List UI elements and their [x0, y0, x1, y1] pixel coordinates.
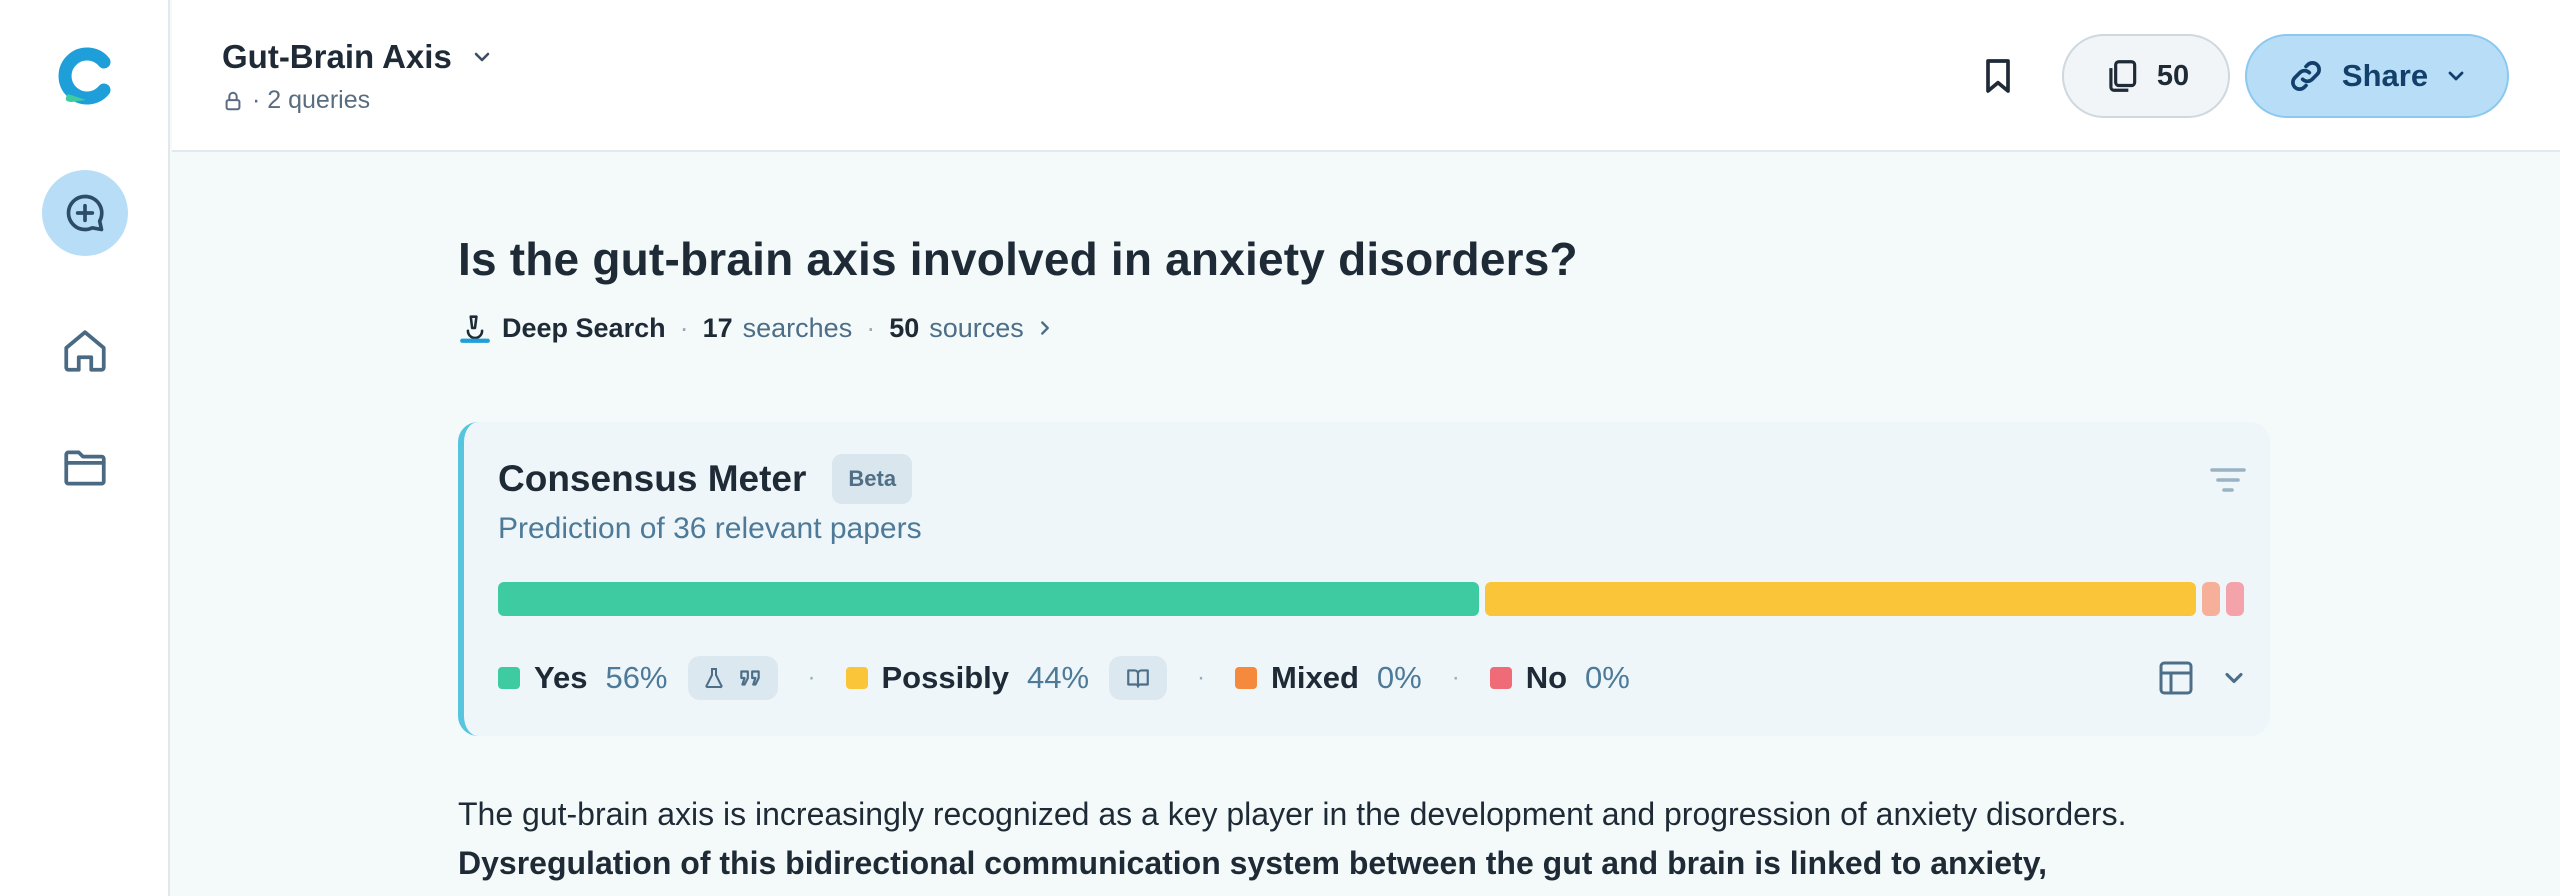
searches-count: 17 [702, 312, 733, 343]
new-thread-button[interactable] [42, 170, 128, 256]
book-open-icon [1127, 669, 1149, 688]
chevron-down-icon [2448, 71, 2464, 81]
consensus-meter-card: Consensus Meter Beta Prediction of 36 re… [458, 422, 2270, 736]
separator: · [1197, 664, 1206, 691]
legend-label: Mixed [1271, 660, 1359, 695]
legend-label: Possibly [881, 660, 1010, 695]
consensus-title-row: Consensus Meter Beta [498, 454, 913, 504]
share-label: Share [2341, 58, 2429, 93]
consensus-bar [498, 582, 2244, 616]
flask-icon [704, 668, 723, 689]
answer-intro: The gut-brain axis is increasingly recog… [458, 796, 2127, 832]
lock-icon [225, 91, 241, 110]
chevron-down-icon [474, 52, 490, 62]
beta-badge: Beta [832, 454, 913, 504]
home-button[interactable] [42, 308, 128, 394]
legend-label: Yes [534, 660, 588, 695]
possibly-swatch [845, 667, 868, 689]
home-icon [64, 330, 106, 372]
top-header: Gut-Brain Axis · 2 queries 50 Share [172, 0, 2560, 152]
project-subtitle: · 2 queries [222, 86, 370, 115]
mixed-swatch [1235, 667, 1258, 689]
microscope-icon [460, 315, 490, 343]
folders-button[interactable] [42, 424, 128, 510]
sources-count-button[interactable]: 50 [2062, 34, 2230, 118]
table-icon[interactable] [2156, 658, 2196, 698]
filter-button[interactable] [2204, 456, 2252, 504]
filter-icon [2210, 468, 2246, 492]
legend-yes[interactable]: Yes 56% [498, 660, 668, 696]
no-swatch [1489, 667, 1512, 689]
legend-possibly[interactable]: Possibly 44% [845, 660, 1090, 696]
bar-segment-mixed [2202, 582, 2220, 616]
searches-label: searches [742, 312, 853, 343]
separator: · [807, 664, 816, 691]
legend-no[interactable]: No 0% [1489, 660, 1630, 696]
yes-swatch [498, 667, 520, 689]
folder-icon [64, 450, 106, 486]
legend-percent: 44% [1027, 660, 1090, 695]
consensus-logo[interactable] [58, 46, 114, 106]
answer-bold: Dysregulation of this bidirectional comm… [458, 845, 2048, 881]
share-button[interactable]: Share [2245, 34, 2509, 118]
consensus-subtitle: Prediction of 36 relevant papers [498, 512, 922, 545]
bar-segment-possibly [1484, 582, 2196, 616]
search-mode: Deep Search [502, 312, 666, 343]
chevron-right-icon[interactable] [1034, 317, 1056, 339]
sources-count: 50 [2156, 59, 2190, 92]
bar-segment-yes [498, 582, 1479, 616]
question-title: Is the gut-brain axis involved in anxiet… [458, 233, 1578, 285]
bar-segment-no [2226, 582, 2244, 616]
quote-icon [739, 670, 760, 686]
search-meta: Deep Search · 17 searches · 50 sources [458, 310, 1056, 346]
yes-evidence-chip[interactable] [687, 656, 778, 700]
project-title-dropdown[interactable]: Gut-Brain Axis [222, 38, 494, 76]
possibly-evidence-chip[interactable] [1109, 656, 1168, 700]
chevron-down-icon[interactable] [2220, 664, 2248, 692]
sidebar [0, 0, 170, 896]
sources-link[interactable]: sources [929, 312, 1024, 343]
query-count: · 2 queries [252, 86, 371, 114]
legend-percent: 0% [1585, 660, 1630, 695]
separator: · [679, 312, 689, 343]
link-icon [2291, 61, 2321, 91]
legend-percent: 0% [1376, 660, 1422, 695]
legend-label: No [1525, 660, 1568, 695]
legend-actions [2156, 650, 2248, 706]
project-title: Gut-Brain Axis [222, 38, 452, 75]
bookmark-button[interactable] [1972, 50, 2024, 102]
legend-percent: 56% [605, 660, 668, 695]
consensus-legend: Yes 56% · Possibly 44% · Mixed 0% · No 0… [498, 650, 2248, 706]
bookmark-icon [1986, 59, 2010, 93]
legend-mixed[interactable]: Mixed 0% [1235, 660, 1422, 696]
answer-summary: The gut-brain axis is increasingly recog… [458, 790, 2278, 888]
separator: · [866, 312, 876, 343]
consensus-title: Consensus Meter [498, 458, 807, 499]
sources-count: 50 [889, 312, 920, 343]
chat-plus-icon [66, 194, 104, 232]
copy-icon [2109, 60, 2137, 92]
separator: · [1451, 664, 1460, 691]
